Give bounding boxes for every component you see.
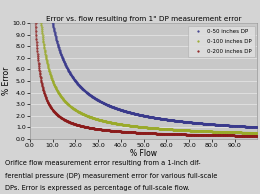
Text: DPs. Error is expressed as percentage of full-scale flow.: DPs. Error is expressed as percentage of… [5,185,190,191]
0-100 inches DP [53,83,56,86]
0-50 inches DP [206,123,209,125]
0-200 inches DP [29,16,32,19]
0-100 inches DP [256,132,259,134]
Y-axis label: % Error: % Error [2,67,11,95]
0-200 inches DP [210,134,213,136]
0-100 inches DP [206,130,209,133]
Line: 0-50 inches DP: 0-50 inches DP [30,17,258,128]
0-100 inches DP [29,16,32,19]
0-50 inches DP [185,121,188,123]
Line: 0-200 inches DP: 0-200 inches DP [30,17,258,136]
0-200 inches DP [121,130,124,133]
0-100 inches DP [121,123,124,126]
0-200 inches DP [185,133,188,136]
X-axis label: % Flow: % Flow [130,149,157,158]
0-50 inches DP [29,16,32,19]
0-200 inches DP [53,110,56,113]
0-200 inches DP [206,134,209,136]
Line: 0-100 inches DP: 0-100 inches DP [30,17,258,133]
Text: ferential pressure (DP) measurement error for various full-scale: ferential pressure (DP) measurement erro… [5,173,218,179]
Legend: 0-50 inches DP, 0-100 inches DP, 0-200 inches DP: 0-50 inches DP, 0-100 inches DP, 0-200 i… [188,26,255,57]
0-100 inches DP [210,130,213,133]
0-200 inches DP [256,135,259,137]
Title: Error vs. flow resulting from 1" DP measurement error: Error vs. flow resulting from 1" DP meas… [46,16,241,22]
0-50 inches DP [121,109,124,112]
0-100 inches DP [185,129,188,132]
0-50 inches DP [256,126,259,128]
Text: Orifice flow measurement error resulting from a 1-inch dif-: Orifice flow measurement error resulting… [5,160,201,166]
0-100 inches DP [129,125,132,127]
0-200 inches DP [129,131,132,133]
0-50 inches DP [129,112,132,114]
0-50 inches DP [210,123,213,126]
0-50 inches DP [53,29,56,32]
